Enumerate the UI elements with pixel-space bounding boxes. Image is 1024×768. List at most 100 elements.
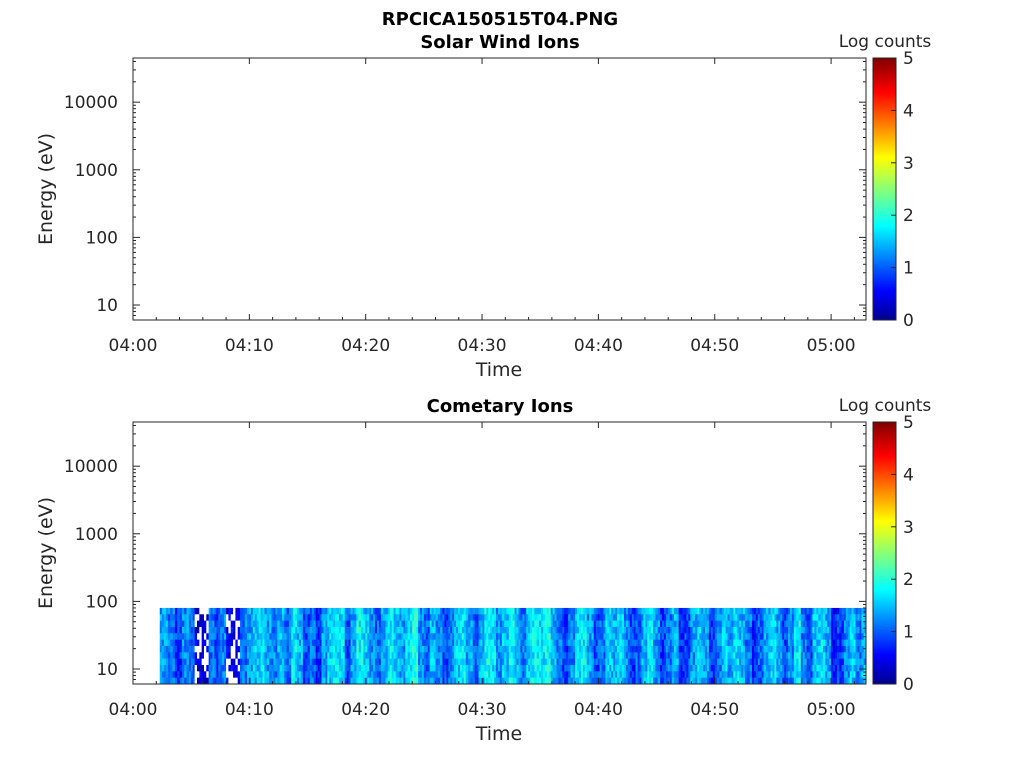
heatmap-cell bbox=[859, 620, 862, 628]
heatmap-cell bbox=[446, 671, 449, 678]
heatmap-cell bbox=[309, 620, 313, 628]
heatmap-cell bbox=[528, 652, 531, 659]
heatmap-cell bbox=[613, 645, 616, 653]
heatmap-cell bbox=[741, 620, 744, 628]
heatmap-cell bbox=[755, 664, 759, 672]
heatmap-cell bbox=[522, 626, 525, 634]
heatmap-cell bbox=[405, 658, 408, 666]
heatmap-cell bbox=[655, 645, 659, 653]
heatmap-cell bbox=[497, 620, 501, 628]
heatmap-cell bbox=[580, 607, 584, 615]
heatmap-cell bbox=[220, 607, 223, 615]
heatmap-cell bbox=[395, 626, 398, 634]
heatmap-cell bbox=[228, 620, 232, 628]
heatmap-cell bbox=[435, 620, 439, 628]
heatmap-cell bbox=[380, 645, 384, 653]
heatmap-cell bbox=[568, 658, 571, 666]
heatmap-cell bbox=[737, 607, 740, 615]
heatmap-cell bbox=[264, 626, 268, 634]
heatmap-cell bbox=[446, 620, 449, 628]
heatmap-cell bbox=[216, 607, 219, 615]
heatmap-cell bbox=[706, 664, 710, 672]
heatmap-cell bbox=[371, 652, 374, 659]
heatmap-cell bbox=[235, 658, 239, 666]
heatmap-cell bbox=[804, 633, 807, 640]
heatmap-cell bbox=[629, 633, 633, 640]
heatmap-cell bbox=[705, 671, 708, 678]
heatmap-cell bbox=[755, 626, 759, 634]
heatmap-cell bbox=[277, 620, 280, 628]
heatmap-cell bbox=[680, 652, 683, 659]
heatmap-cell bbox=[816, 607, 819, 615]
heatmap-cell bbox=[484, 639, 487, 647]
heatmap-cell bbox=[723, 639, 726, 647]
heatmap-cell bbox=[518, 620, 521, 628]
heatmap-cell bbox=[380, 639, 384, 647]
heatmap-cell bbox=[181, 677, 185, 685]
heatmap-cell bbox=[161, 607, 165, 615]
heatmap-cell bbox=[266, 664, 270, 672]
heatmap-cell bbox=[806, 633, 809, 640]
heatmap-cell bbox=[371, 671, 374, 678]
heatmap-cell bbox=[699, 671, 702, 678]
colorbar-tick-label: 3 bbox=[903, 154, 914, 174]
heatmap-cell bbox=[731, 658, 734, 666]
heatmap-cell bbox=[714, 664, 718, 672]
heatmap-cell bbox=[647, 671, 650, 678]
heatmap-cell bbox=[603, 664, 606, 672]
heatmap-cell bbox=[641, 664, 644, 672]
heatmap-cell bbox=[789, 614, 793, 621]
heatmap-cell bbox=[214, 614, 217, 621]
heatmap-cell bbox=[717, 652, 720, 659]
heatmap-cell bbox=[631, 607, 634, 615]
heatmap-cell bbox=[765, 658, 769, 666]
heatmap-cell bbox=[269, 633, 272, 640]
heatmap-cell bbox=[714, 614, 718, 621]
heatmap-cell bbox=[248, 614, 252, 621]
heatmap-cell bbox=[755, 620, 759, 628]
heatmap-cell bbox=[806, 645, 809, 653]
heatmap-cell bbox=[482, 652, 485, 659]
heatmap-cell bbox=[708, 614, 712, 621]
heatmap-cell bbox=[584, 645, 588, 653]
heatmap-cell bbox=[526, 658, 529, 666]
heatmap-cell bbox=[333, 626, 336, 634]
heatmap-cell bbox=[350, 652, 353, 659]
heatmap-cell bbox=[273, 677, 276, 685]
heatmap-cell bbox=[597, 607, 600, 615]
heatmap-cell bbox=[348, 639, 351, 647]
heatmap-cell bbox=[558, 652, 561, 659]
heatmap-cell bbox=[393, 633, 396, 640]
heatmap-cell bbox=[512, 607, 515, 615]
heatmap-cell bbox=[629, 614, 633, 621]
heatmap-cell bbox=[688, 620, 691, 628]
heatmap-cell bbox=[163, 671, 167, 678]
heatmap-cell bbox=[743, 620, 746, 628]
heatmap-cell bbox=[250, 639, 254, 647]
heatmap-cell bbox=[383, 639, 386, 647]
heatmap-cell bbox=[375, 652, 378, 659]
heatmap-cell bbox=[548, 614, 551, 621]
heatmap-cell bbox=[814, 607, 817, 615]
heatmap-cell bbox=[657, 620, 661, 628]
heatmap-cell bbox=[694, 626, 698, 634]
heatmap-cell bbox=[560, 664, 563, 672]
heatmap-cell bbox=[849, 658, 852, 666]
heatmap-cell bbox=[244, 620, 248, 628]
heatmap-cell bbox=[340, 658, 344, 666]
heatmap-cell bbox=[418, 645, 421, 653]
heatmap-cell bbox=[224, 652, 227, 659]
heatmap-cell bbox=[727, 658, 730, 666]
heatmap-cell bbox=[419, 620, 423, 628]
heatmap-cell bbox=[293, 633, 296, 640]
heatmap-cell bbox=[768, 633, 771, 640]
heatmap-cell bbox=[425, 652, 429, 659]
heatmap-cell bbox=[780, 626, 783, 634]
heatmap-cell bbox=[714, 607, 718, 615]
heatmap-cell bbox=[607, 633, 610, 640]
heatmap-cell bbox=[240, 645, 243, 653]
heatmap-cell bbox=[305, 677, 308, 685]
heatmap-cell bbox=[853, 677, 856, 685]
heatmap-cell bbox=[315, 607, 318, 615]
heatmap-cell bbox=[530, 633, 533, 640]
